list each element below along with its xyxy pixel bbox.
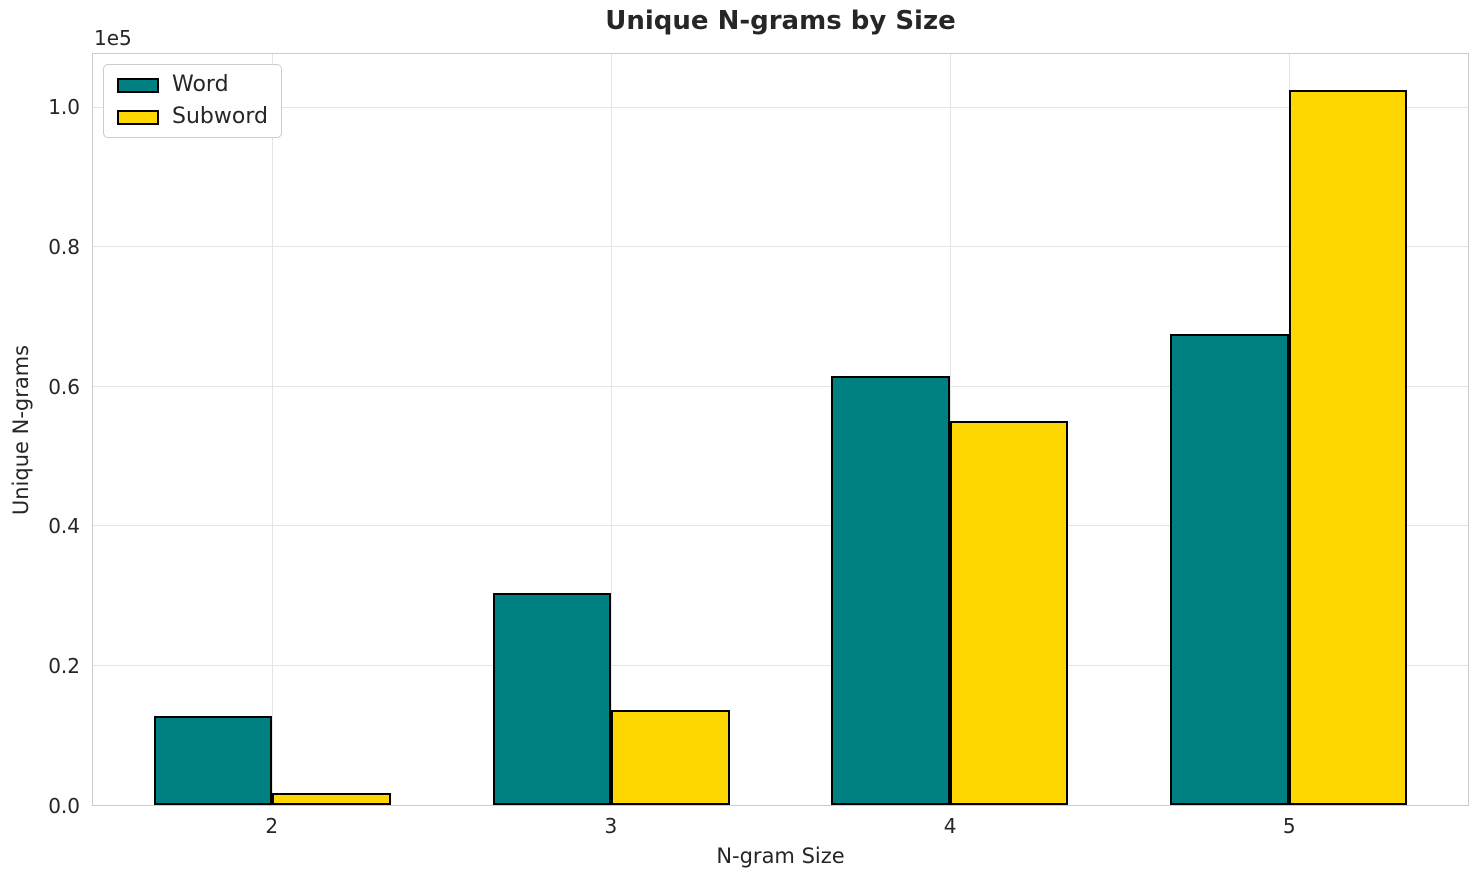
y-tick-label-0.4: 0.4: [48, 514, 80, 539]
bar-word-4: [831, 376, 950, 805]
y-tick-label-0.8: 0.8: [48, 234, 80, 259]
bar-subword-3: [611, 710, 730, 805]
x-axis-label: N-gram Size: [716, 844, 845, 868]
gridline-y-1.0: [93, 106, 1468, 108]
gridline-y-0.2: [93, 664, 1468, 666]
bar-word-5: [1169, 333, 1289, 805]
x-tick-label-3: 3: [604, 814, 618, 838]
gridline-x-3: [611, 54, 613, 805]
plot-area: Word Subword: [92, 53, 1469, 806]
legend-label-word: Word: [172, 72, 229, 97]
y-axis-label: Unique N-grams: [6, 53, 36, 806]
gridline-y-0.6: [93, 385, 1468, 387]
y-tick-label-1.0: 1.0: [48, 94, 80, 119]
y-tick-label-0.0: 0.0: [48, 794, 80, 818]
gridline-x-2: [272, 54, 274, 805]
legend-label-subword: Subword: [172, 104, 268, 129]
chart-title: Unique N-grams by Size: [605, 6, 956, 36]
x-tick-label-2: 2: [265, 814, 279, 838]
y-tick-label-0.2: 0.2: [48, 654, 80, 679]
legend-swatch-word: [117, 77, 159, 93]
y-axis-offset-label: 1e5: [94, 26, 132, 50]
x-tick-label-4: 4: [943, 814, 957, 838]
gridline-y-0.8: [93, 246, 1468, 248]
gridline-y-0.4: [93, 525, 1468, 527]
legend-swatch-subword: [117, 109, 159, 125]
bar-subword-2: [272, 793, 392, 805]
bar-word-2: [153, 715, 273, 805]
y-tick-label-0.6: 0.6: [48, 374, 80, 399]
bar-subword-5: [1288, 89, 1408, 805]
y-axis-label-text: Unique N-grams: [9, 344, 33, 515]
bar-subword-4: [949, 420, 1069, 805]
legend-item-subword: Subword: [117, 106, 268, 128]
legend: Word Subword: [103, 64, 282, 138]
bar-word-3: [492, 593, 612, 805]
x-tick-label-5: 5: [1282, 814, 1296, 838]
legend-item-word: Word: [117, 74, 268, 96]
